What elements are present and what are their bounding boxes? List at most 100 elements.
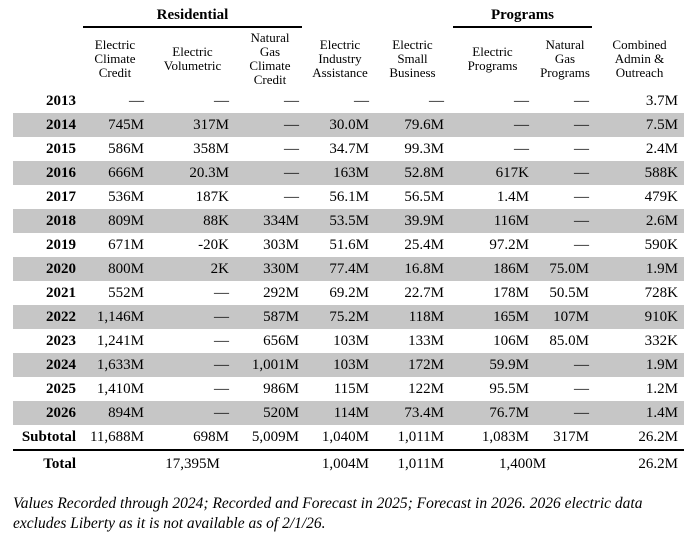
table-cell: 39.9M [375, 209, 450, 233]
group-label-residential: Residential [83, 5, 302, 28]
column-header-electric-volumetric: Electric Volumetric [163, 43, 222, 73]
table-cell: 1.2M [645, 381, 679, 397]
column-header-electric-climate-credit: Electric Climate Credit [94, 36, 136, 80]
table-body: 2013— — — — — — —3.7M 2014 745M 317M —30.0M 79.6M — —… [13, 89, 685, 450]
table-cell: — [214, 381, 229, 397]
table-cell: 51.6M [329, 237, 369, 253]
total-residential-value: 17,395M [80, 449, 305, 477]
table-cell: — [150, 401, 235, 425]
table-cell: 97.2M [489, 237, 529, 253]
table-cell: 590K [644, 237, 679, 253]
table-cell: — [214, 333, 229, 349]
table-cell: 116M [450, 209, 535, 233]
column-header-natural-gas-programs: Natural Gas Programs [540, 36, 590, 80]
table-cell: 1,040M [321, 429, 369, 445]
table-row: 2016 666M 20.3M —163M 52.8M 617K —588K [13, 161, 685, 185]
table-cell: 3.7M [645, 93, 679, 109]
table-cell: — [235, 113, 305, 137]
total-row: Total 17,395M 1,004M 1,011M 1,400M 26.2M [13, 449, 685, 477]
table-cell: 107M [535, 305, 596, 329]
group-header-spacer [13, 1, 80, 28]
column-header-combined-admin-outreach: Combined Admin & Outreach [612, 36, 667, 80]
table-cell: — [284, 189, 299, 205]
table-cell: 52.8M [375, 161, 450, 185]
total-electric-industry-assistance-value: 1,004M [305, 449, 375, 477]
table-cell: 187K [195, 189, 229, 205]
table-cell: 75.2M [305, 305, 375, 329]
table-row: 2022 1,146M —587M 75.2M 118M 165M 107M 910K [13, 305, 685, 329]
table-cell: -20K [198, 237, 229, 253]
table-cell: 73.4M [375, 401, 450, 425]
table-cell: — [429, 93, 444, 109]
table-cell: 11,688M [89, 429, 144, 445]
table-row: 2017 536M 187K — 56.1M 56.5M 1.4M — 479K [13, 185, 684, 209]
table-row: 2026 894M —520M 114M 73.4M 76.7M —1.4M [13, 401, 685, 425]
table-cell: 1.4M [496, 189, 529, 205]
row-label: 2023 [46, 333, 76, 349]
table-cell: 25.4M [404, 237, 444, 253]
table-cell: 479K [644, 189, 679, 205]
table-cell: 317M [553, 429, 590, 445]
table-row: 2019 671M -20K 303M 51.6M 25.4M 97.2M — 590K [13, 233, 684, 257]
table-cell: 1,011M [397, 429, 444, 445]
row-label: 2022 [13, 305, 80, 329]
row-label: Subtotal [21, 429, 76, 445]
table-cell: 800M [80, 257, 150, 281]
table-cell: 334M [235, 209, 305, 233]
row-label: 2015 [46, 141, 76, 157]
table-cell: 95.5M [489, 381, 529, 397]
group-header-spacer [595, 1, 684, 28]
table-row: 2014 745M 317M —30.0M 79.6M — —7.5M [13, 113, 685, 137]
table-cell: 69.2M [329, 285, 369, 301]
table-cell: 106M [493, 333, 529, 349]
table-cell: 303M [263, 237, 299, 253]
column-header-electric-small-business: Electric Small Business [389, 36, 436, 80]
table-cell: 99.3M [404, 141, 444, 157]
table-cell: 75.0M [535, 257, 596, 281]
group-header-spacer [375, 1, 450, 28]
table-row: Subtotal 11,688M 698M 5,009M 1,040M 1,011M 1,0… [13, 425, 684, 450]
table-cell: 332K [644, 333, 679, 349]
row-label: 2019 [46, 237, 76, 253]
table-cell: 103M [305, 353, 375, 377]
table-cell: — [354, 93, 369, 109]
table-cell: 520M [235, 401, 305, 425]
table-cell: 16.8M [375, 257, 450, 281]
row-label: 2020 [13, 257, 80, 281]
table-cell: 894M [80, 401, 150, 425]
table-cell: — [514, 141, 529, 157]
table-cell: 671M [108, 237, 144, 253]
table-cell: 317M [150, 113, 235, 137]
table-cell: 20.3M [150, 161, 235, 185]
table-row: 2013 — — — — — — — 3.7M [13, 89, 684, 113]
row-label: 2016 [13, 161, 80, 185]
table-cell: 2.6M [595, 209, 685, 233]
table-cell: — [535, 353, 596, 377]
table-cell: 910K [595, 305, 685, 329]
table-cell: 586M [108, 141, 144, 157]
table-cell: — [214, 285, 229, 301]
table-cell: — [214, 93, 229, 109]
table-cell: 292M [263, 285, 299, 301]
row-label: 2024 [13, 353, 80, 377]
table-cell: 85.0M [549, 333, 590, 349]
table-cell: 656M [263, 333, 299, 349]
column-header-natural-gas-climate-credit: Natural Gas Climate Credit [249, 29, 291, 87]
table-cell: 53.5M [305, 209, 375, 233]
table-cell: 165M [450, 305, 535, 329]
table-row: 2020 800M 2K 330M 77.4M 16.8M 186M 75.0M 1.9M [13, 257, 685, 281]
table-cell: 1.9M [595, 353, 685, 377]
row-label: 2021 [46, 285, 76, 301]
table-cell: — [150, 353, 235, 377]
table-cell: 77.4M [305, 257, 375, 281]
column-header-row: Electric Climate Credit Electric Volumet… [13, 28, 684, 89]
table-cell: — [535, 209, 596, 233]
table-cell: — [535, 113, 596, 137]
funding-table: Residential Programs Electric Climate Cr… [13, 1, 685, 477]
column-header-electric-industry-assistance: Electric Industry Assistance [312, 36, 368, 80]
row-label: 2017 [46, 189, 76, 205]
table-cell: 1,633M [80, 353, 150, 377]
table-cell: 103M [333, 333, 369, 349]
table-cell: 34.7M [329, 141, 369, 157]
group-header-residential: Residential [80, 1, 305, 28]
